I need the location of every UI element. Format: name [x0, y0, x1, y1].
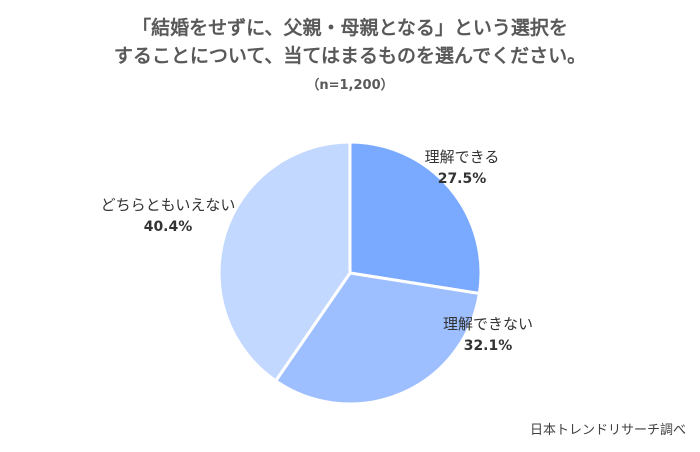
- slice-category-label: 理解できる: [424, 148, 500, 166]
- slice-label-neither: どちらともいえない 40.4%: [88, 194, 248, 238]
- slice-label-understandable: 理解できる 27.5%: [402, 146, 522, 190]
- chart-title: 「結婚をせずに、父親・母親となる」という選択を することについて、当てはまるもの…: [0, 14, 700, 93]
- chart-subtitle: （n=1,200）: [306, 78, 394, 93]
- slice-percent-label: 32.1%: [463, 338, 513, 354]
- chart-title-line-1: 「結婚をせずに、父親・母親となる」という選択を: [132, 17, 568, 39]
- pie-slice-not-understandable: [274, 271, 481, 406]
- slice-category-label: どちらともいえない: [100, 196, 236, 214]
- chart-title-line-2: することについて、当てはまるものを選んでください。: [113, 45, 587, 67]
- slice-label-not-understandable: 理解できない 32.1%: [418, 313, 558, 357]
- slice-category-label: 理解できない: [442, 315, 533, 333]
- source-note: 日本トレンドリサーチ調べ: [529, 423, 686, 438]
- pie-slice-neither: [217, 140, 352, 383]
- slice-percent-label: 40.4%: [143, 219, 193, 235]
- pie-slice-understandable: [348, 140, 483, 295]
- slice-percent-label: 27.5%: [437, 171, 487, 187]
